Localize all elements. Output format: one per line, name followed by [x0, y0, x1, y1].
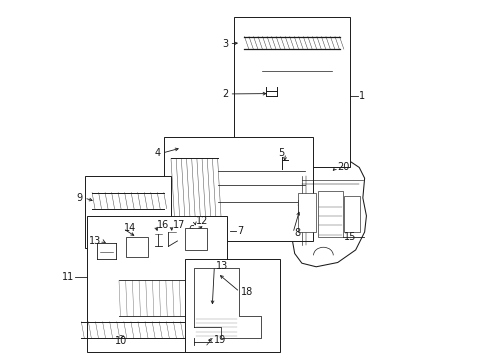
- Text: 20: 20: [336, 162, 349, 172]
- Bar: [298, 193, 316, 232]
- Text: 6: 6: [188, 225, 194, 235]
- Text: 13: 13: [215, 261, 227, 271]
- Text: 5: 5: [277, 148, 284, 158]
- Text: 2: 2: [221, 89, 227, 99]
- Bar: [317, 191, 343, 237]
- Text: 14: 14: [124, 224, 136, 233]
- Bar: [85, 176, 171, 248]
- Text: 18: 18: [241, 287, 253, 297]
- Text: 3: 3: [222, 39, 227, 49]
- Bar: [163, 137, 312, 241]
- Text: 17: 17: [172, 220, 185, 230]
- Bar: [233, 17, 349, 167]
- Text: 19: 19: [214, 334, 226, 345]
- Text: 1: 1: [359, 91, 365, 101]
- Text: 4: 4: [154, 148, 160, 158]
- Text: 7: 7: [237, 226, 243, 236]
- Bar: [185, 228, 206, 250]
- Text: 12: 12: [196, 216, 208, 226]
- Bar: [126, 237, 147, 257]
- Text: 16: 16: [156, 220, 168, 230]
- Text: 10: 10: [114, 336, 127, 346]
- Text: 13: 13: [89, 236, 101, 246]
- Text: 8: 8: [294, 228, 300, 238]
- Text: 15: 15: [344, 232, 356, 242]
- Bar: [344, 196, 360, 232]
- Bar: [185, 259, 280, 352]
- Text: 9: 9: [76, 193, 82, 203]
- Text: 11: 11: [62, 272, 74, 282]
- Bar: [86, 216, 226, 352]
